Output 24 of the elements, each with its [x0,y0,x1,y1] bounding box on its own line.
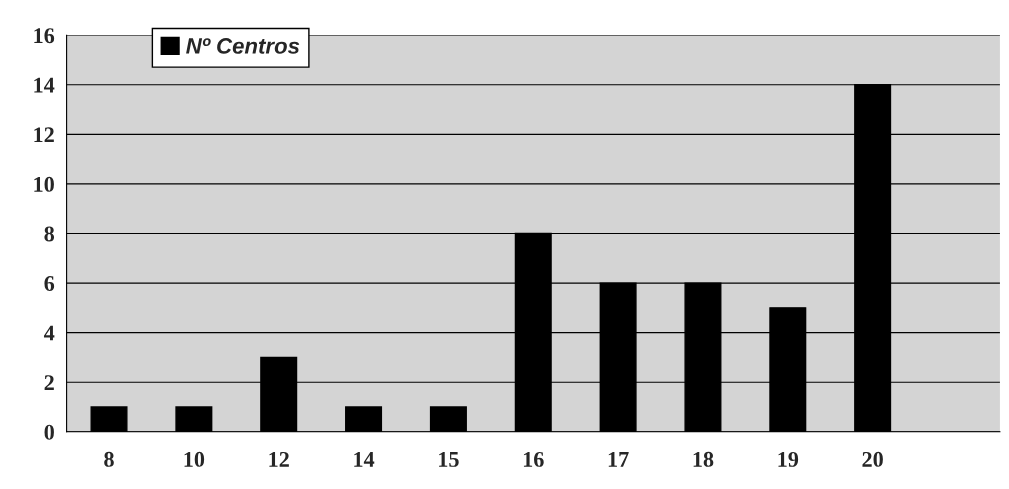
x-tick-label: 10 [184,451,205,467]
y-tick-label: 10 [34,176,54,192]
y-tick-label: 8 [44,226,55,242]
x-tick-label: 8 [104,451,114,467]
x-tick-label: 16 [523,451,544,467]
y-tick-label: 12 [34,127,54,143]
bar [345,406,383,432]
y-tick-label: 16 [34,28,55,44]
y-tick-label: 0 [44,424,54,440]
x-tick-label: 17 [608,451,629,467]
x-tick-label: 18 [693,451,714,467]
legend-label: Nº Centros [186,38,300,54]
x-tick-label: 14 [354,451,375,467]
y-tick-label: 2 [44,375,54,390]
y-tick-label: 4 [43,325,55,341]
bar [175,406,213,432]
bar [90,406,128,432]
x-tick-label: 20 [862,451,883,467]
y-tick-label: 14 [34,77,55,93]
y-tick-label: 6 [44,276,55,291]
x-tick-label: 19 [778,451,799,467]
x-tick-label: 15 [439,451,459,467]
x-tick-label: 12 [269,451,289,467]
bar [429,406,467,432]
